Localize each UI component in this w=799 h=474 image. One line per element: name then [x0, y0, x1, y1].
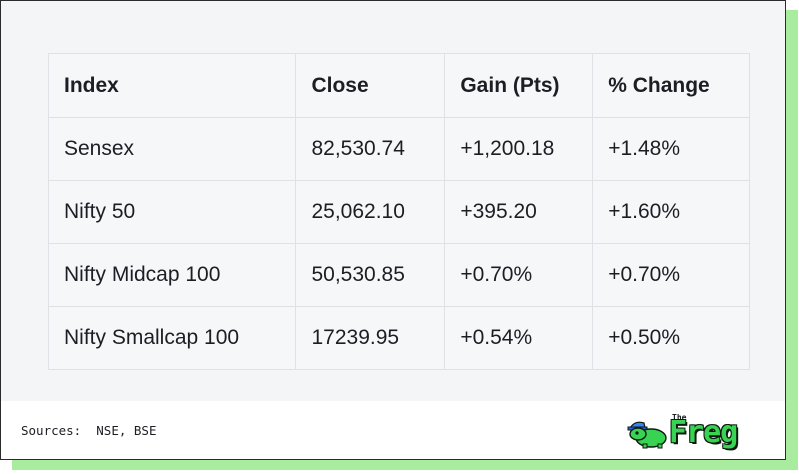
index-table: Index Close Gain (Pts) % Change Sensex 8… [47, 53, 750, 370]
cell-close: 25,062.10 [295, 180, 446, 244]
sources-label: Sources: [21, 423, 82, 438]
cell-index: Nifty 50 [47, 180, 297, 244]
cell-close: 50,530.85 [295, 243, 446, 307]
table-row: Nifty 50 25,062.10 +395.20 +1.60% [47, 180, 750, 244]
cell-index: Nifty Smallcap 100 [47, 306, 297, 370]
cell-change: +0.70% [592, 243, 750, 307]
brand-logo: The Freg [627, 413, 767, 451]
page-frame: Index Close Gain (Pts) % Change Sensex 8… [0, 0, 786, 460]
footer: Sources: NSE, BSE The Freg [1, 401, 785, 459]
cell-gain: +1,200.18 [444, 117, 594, 181]
logo-small-text: The [672, 413, 687, 422]
header-close: Close [295, 53, 446, 118]
cell-close: 82,530.74 [295, 117, 446, 181]
cell-gain: +395.20 [444, 180, 594, 244]
cell-gain: +0.54% [444, 306, 594, 370]
cell-change: +1.60% [592, 180, 750, 244]
table-header-row: Index Close Gain (Pts) % Change [47, 53, 750, 118]
cell-gain: +0.70% [444, 243, 594, 307]
header-change: % Change [592, 53, 750, 118]
cell-change: +0.50% [592, 306, 750, 370]
cell-index: Nifty Midcap 100 [47, 243, 297, 307]
table-row: Nifty Smallcap 100 17239.95 +0.54% +0.50… [47, 306, 750, 370]
header-gain: Gain (Pts) [444, 53, 594, 118]
sources-value: NSE, BSE [96, 423, 157, 438]
table-row: Sensex 82,530.74 +1,200.18 +1.48% [47, 117, 750, 181]
sources-note: Sources: NSE, BSE [21, 423, 157, 438]
table-row: Nifty Midcap 100 50,530.85 +0.70% +0.70% [47, 243, 750, 307]
table-card: Index Close Gain (Pts) % Change Sensex 8… [1, 1, 785, 401]
logo-wordmark: Freg [669, 415, 738, 450]
header-index: Index [47, 53, 297, 118]
frog-icon [627, 421, 667, 449]
cell-index: Sensex [47, 117, 297, 181]
cell-change: +1.48% [592, 117, 750, 181]
cell-close: 17239.95 [295, 306, 446, 370]
